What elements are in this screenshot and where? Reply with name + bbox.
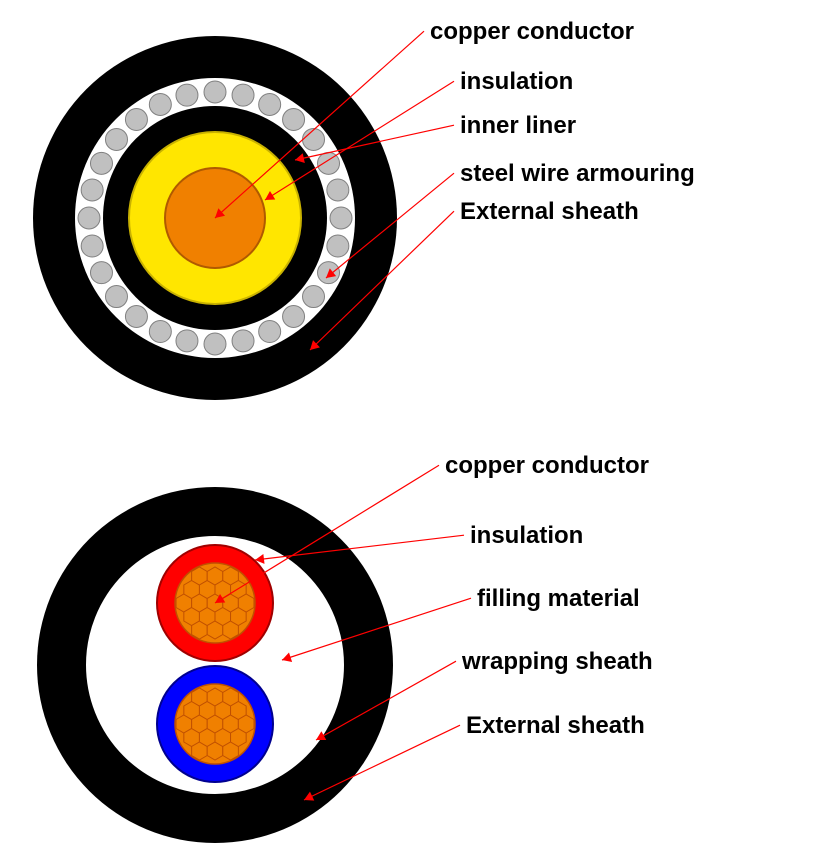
cable2-label-3: wrapping sheath — [462, 648, 653, 676]
cable2-label-4: External sheath — [466, 712, 645, 740]
cable2-label-1: insulation — [470, 522, 583, 550]
cable1-label-1: insulation — [460, 68, 573, 96]
cable-diagram-svg — [0, 0, 832, 862]
cable2-label-2: filling material — [477, 585, 640, 613]
cable1-label-3: steel wire armouring — [460, 160, 695, 188]
cable1-label-0: copper conductor — [430, 18, 634, 46]
cable2-label-0: copper conductor — [445, 452, 649, 480]
cable1-label-4: External sheath — [460, 198, 639, 226]
cable1-label-2: inner liner — [460, 112, 576, 140]
cable2-group — [37, 487, 393, 843]
